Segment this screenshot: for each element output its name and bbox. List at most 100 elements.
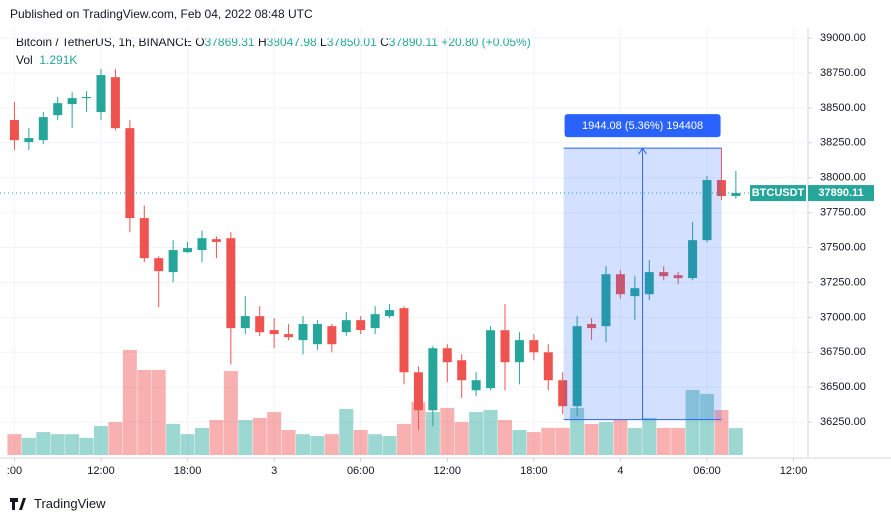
candle-body bbox=[385, 310, 395, 317]
candle-body bbox=[356, 320, 366, 331]
volume-bar bbox=[223, 371, 238, 455]
ohlc-label: C bbox=[380, 35, 389, 49]
volume-bar bbox=[671, 427, 686, 455]
logo bbox=[10, 498, 26, 510]
candle-body bbox=[702, 180, 712, 241]
candle-body bbox=[183, 248, 193, 253]
y-tick-label: 37250.00 bbox=[820, 276, 866, 288]
volume-bar bbox=[700, 393, 714, 455]
volume-bar bbox=[714, 410, 729, 455]
candle-body bbox=[644, 272, 654, 295]
volume-value: 1.291K bbox=[39, 53, 78, 67]
x-tick-label: :00 bbox=[7, 465, 22, 477]
volume-bar bbox=[425, 412, 440, 455]
x-tick-label: 4 bbox=[617, 465, 623, 477]
y-tick-label: 37750.00 bbox=[820, 207, 866, 219]
candle-body bbox=[486, 330, 496, 389]
volume-bar bbox=[267, 412, 282, 455]
candle-body bbox=[457, 360, 467, 381]
candle-body bbox=[125, 128, 135, 219]
y-tick-label: 36750.00 bbox=[820, 346, 866, 358]
volume-bar bbox=[541, 427, 556, 455]
candle-body bbox=[110, 77, 120, 129]
volume-bar bbox=[526, 432, 541, 455]
volume-bar bbox=[137, 370, 152, 455]
candle-body bbox=[601, 274, 611, 327]
volume-bar bbox=[555, 427, 570, 455]
candle-body bbox=[471, 380, 481, 391]
published-note: Published on TradingView.com, Feb 04, 20… bbox=[10, 7, 313, 21]
price-tag bbox=[808, 185, 874, 202]
volume-legend: Vol 1.291K bbox=[16, 53, 77, 67]
candle-body bbox=[615, 274, 625, 295]
arrow-head bbox=[638, 147, 647, 155]
candle-body bbox=[514, 340, 524, 363]
brand: TradingView bbox=[34, 496, 106, 511]
volume-bar bbox=[296, 434, 310, 455]
symbol-tag bbox=[750, 185, 806, 202]
x-tick-label: 12:00 bbox=[780, 465, 808, 477]
candle-body bbox=[298, 324, 308, 341]
measure-label: 1944.08 (5.36%) 194408 bbox=[582, 120, 703, 132]
x-tick-label: 3 bbox=[271, 465, 277, 477]
candle-body bbox=[327, 326, 337, 345]
ohlc-label: O bbox=[195, 35, 205, 49]
volume-bar bbox=[281, 430, 296, 455]
candle-body bbox=[284, 334, 294, 338]
ohlc-label: H bbox=[257, 35, 267, 49]
candle-body bbox=[370, 314, 380, 329]
volume-bar bbox=[122, 350, 137, 455]
volume-bar bbox=[310, 436, 325, 455]
volume-bar bbox=[368, 434, 383, 455]
measure-label-box bbox=[564, 114, 721, 138]
price-tag-label: 37890.11 bbox=[818, 187, 863, 199]
candle-body bbox=[500, 330, 510, 363]
x-tick-label: 12:00 bbox=[434, 465, 462, 477]
volume-bar bbox=[339, 408, 354, 455]
x-tick-label: 06:00 bbox=[347, 465, 375, 477]
x-tick-label: 18:00 bbox=[174, 465, 202, 477]
volume-bar bbox=[469, 412, 484, 455]
volume-bar bbox=[238, 420, 253, 455]
volume-bar bbox=[209, 420, 224, 455]
candle-body bbox=[558, 380, 568, 407]
volume-bar bbox=[454, 422, 469, 455]
volume-bar bbox=[21, 437, 36, 455]
candle-body bbox=[659, 272, 669, 277]
volume-bar bbox=[7, 434, 22, 455]
candle-body bbox=[428, 348, 438, 411]
volume-bar bbox=[65, 434, 80, 455]
candle-body bbox=[240, 316, 250, 329]
volume-bar bbox=[642, 417, 657, 455]
candle-body bbox=[67, 98, 77, 105]
candle-body bbox=[82, 96, 92, 99]
y-tick-label: 38250.00 bbox=[820, 137, 866, 149]
candle-body bbox=[226, 238, 236, 329]
volume-name: Vol bbox=[16, 53, 33, 67]
volume-bar bbox=[36, 432, 51, 455]
x-tick-label: 12:00 bbox=[87, 465, 115, 477]
symbol-tag-label: BTCUSDT bbox=[752, 187, 805, 199]
volume-bar bbox=[512, 430, 527, 455]
candle-body bbox=[168, 250, 178, 273]
y-tick-label: 38750.00 bbox=[820, 67, 866, 79]
volume-bar bbox=[656, 427, 671, 455]
volume-bar bbox=[50, 434, 65, 455]
candle-body bbox=[211, 239, 221, 242]
x-tick-label: 06:00 bbox=[693, 465, 721, 477]
volume-bar bbox=[324, 434, 339, 455]
candle-body bbox=[587, 324, 597, 329]
candle-body bbox=[572, 326, 582, 407]
candle-body bbox=[341, 320, 351, 333]
candle-body bbox=[269, 330, 279, 335]
candle-body bbox=[543, 352, 553, 381]
candle-body bbox=[630, 288, 640, 297]
candle-body bbox=[529, 340, 539, 353]
volume-bar bbox=[599, 422, 613, 455]
candle-body bbox=[9, 120, 19, 141]
candle-body bbox=[688, 240, 698, 279]
volume-bar bbox=[685, 390, 700, 455]
x-tick-label: 18:00 bbox=[520, 465, 548, 477]
candle-body bbox=[413, 372, 423, 411]
volume-bar bbox=[108, 422, 123, 455]
